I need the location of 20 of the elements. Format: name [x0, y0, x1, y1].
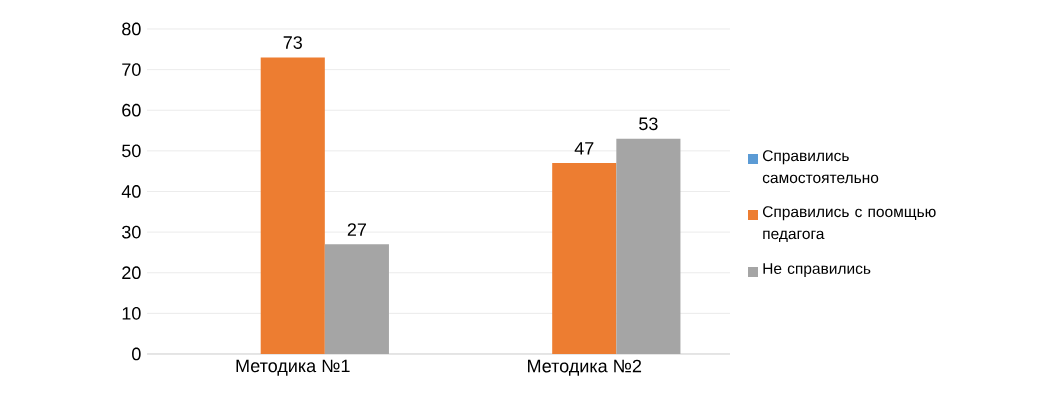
x-tick-label: Методика №1 — [236, 359, 350, 376]
legend-label: Не справились — [763, 263, 871, 278]
legend-label: Справились самостоятельно — [762, 150, 879, 184]
data-label: 73 — [283, 36, 302, 49]
y-tick-label: 70 — [122, 63, 141, 76]
bar — [260, 57, 325, 354]
y-tick-label: 50 — [122, 144, 141, 158]
y-tick-label: 40 — [121, 185, 141, 198]
legend-label: Справились с поомщью педагога — [762, 206, 936, 243]
y-tick-label: 80 — [122, 22, 141, 36]
data-label: 27 — [347, 223, 366, 236]
y-tick-label: 10 — [122, 306, 141, 320]
data-label: 53 — [639, 117, 658, 131]
y-tick-label: 60 — [122, 103, 141, 117]
y-tick-label: 20 — [122, 266, 141, 280]
data-label: 47 — [574, 142, 594, 155]
y-tick-label: 0 — [132, 347, 141, 361]
bar — [552, 163, 617, 354]
y-tick-label: 30 — [122, 225, 141, 239]
x-tick-label: Методика №2 — [528, 359, 642, 376]
